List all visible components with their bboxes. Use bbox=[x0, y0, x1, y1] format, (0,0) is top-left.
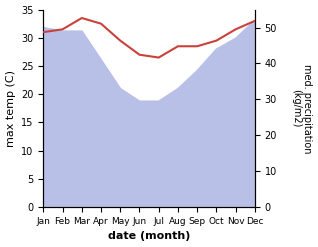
Y-axis label: med. precipitation
(kg/m2): med. precipitation (kg/m2) bbox=[291, 64, 313, 153]
Y-axis label: max temp (C): max temp (C) bbox=[5, 70, 16, 147]
X-axis label: date (month): date (month) bbox=[108, 231, 190, 242]
